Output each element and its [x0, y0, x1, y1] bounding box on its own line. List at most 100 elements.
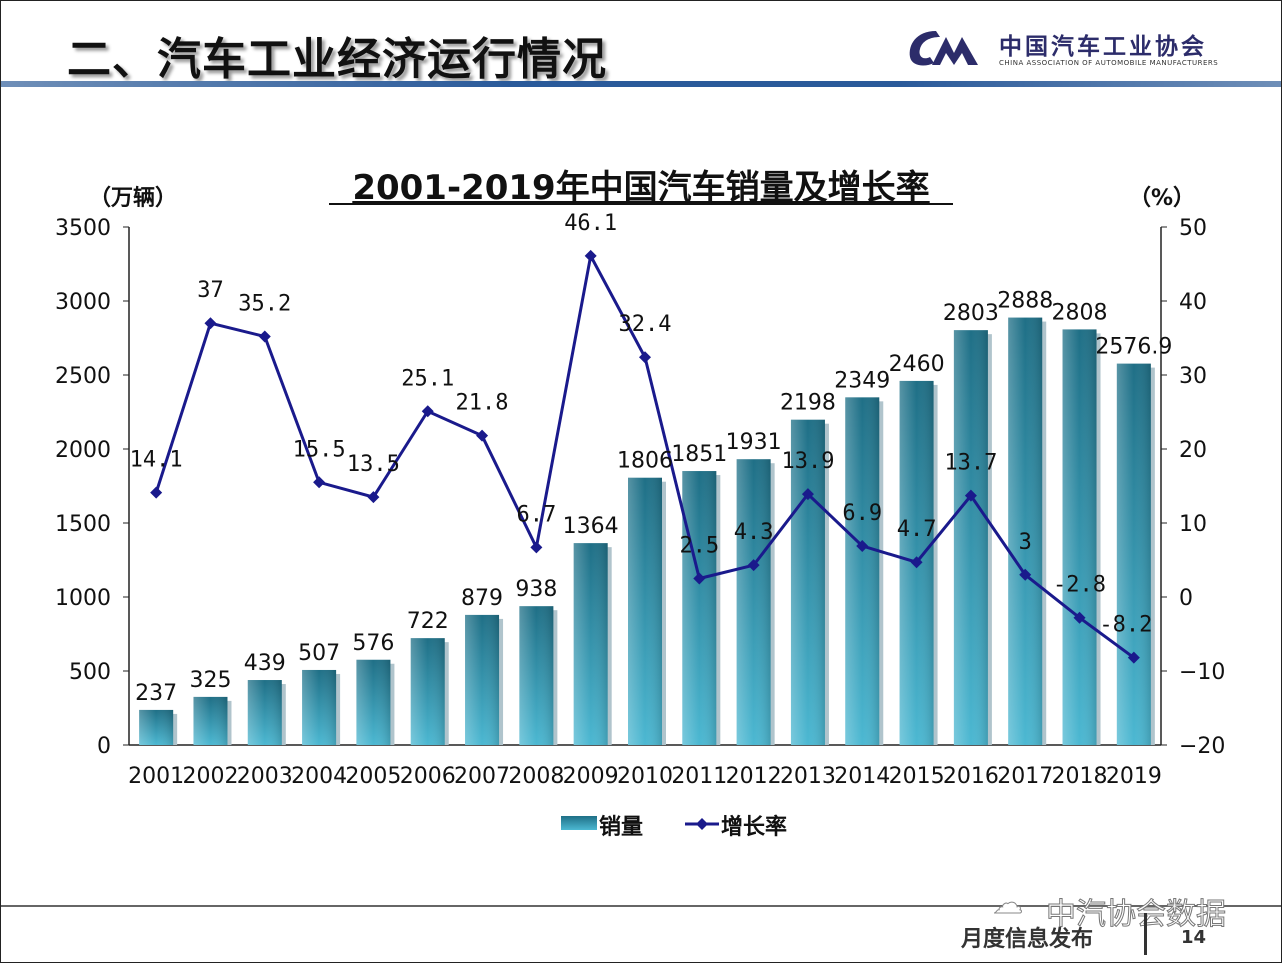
y-tick-label: 3500 [55, 216, 111, 241]
bar-highlight [519, 606, 554, 745]
growth-point [747, 559, 760, 572]
bar-data-label: 1364 [563, 514, 619, 539]
growth-data-label: -2.8 [1053, 573, 1106, 598]
x-tick-label: 2016 [943, 764, 999, 789]
growth-data-label: 6.9 [842, 501, 882, 526]
growth-point [856, 539, 869, 552]
x-tick-label: 2009 [563, 764, 619, 789]
x-tick-label: 2012 [726, 764, 782, 789]
bar-data-label: 325 [189, 668, 231, 693]
bar-data-label: 938 [515, 577, 557, 602]
x-tick-label: 2014 [834, 764, 890, 789]
bar-highlight [410, 638, 445, 745]
x-tick-label: 2007 [454, 764, 510, 789]
bar-highlight [682, 471, 717, 745]
bar-highlight [193, 696, 228, 745]
growth-point [476, 429, 489, 442]
bar-data-label: 2349 [834, 368, 890, 393]
bar-highlight [302, 669, 337, 745]
bar-highlight [356, 659, 391, 745]
bar-data-label: 2198 [780, 391, 836, 416]
bar-data-label: 2803 [943, 301, 999, 326]
footer-text: 月度信息发布 [961, 927, 1094, 952]
growth-data-label: 14.1 [130, 448, 183, 473]
growth-data-label: 4.3 [734, 520, 774, 545]
footer-separator [1144, 913, 1147, 955]
growth-data-label: 21.8 [456, 391, 509, 416]
org-name-cn: 中国汽车工业协会 [999, 34, 1207, 60]
y2-tick-label: 0 [1179, 586, 1193, 611]
y2-tick-label: −20 [1179, 734, 1225, 759]
y-tick-label: 2000 [55, 438, 111, 463]
y2-tick-label: 10 [1179, 512, 1207, 537]
chart-title: 2001-2019年中国汽车销量及增长率 [352, 168, 929, 208]
y2-axis-label: （%） [1129, 186, 1195, 211]
growth-data-label: 25.1 [401, 366, 454, 391]
legend-swatch-sales [561, 816, 597, 830]
org-name-en: CHINA ASSOCIATION OF AUTOMOBILE MANUFACT… [999, 59, 1219, 67]
growth-point [313, 476, 326, 489]
bar-highlight [1062, 329, 1097, 745]
y-tick-label: 1500 [55, 512, 111, 537]
growth-data-label: 32.4 [619, 312, 672, 337]
slide-title: 二、汽车工业经济运行情况 [67, 34, 607, 85]
header-divider [1, 81, 1281, 87]
bar-highlight [845, 397, 880, 745]
y2-tick-label: 20 [1179, 438, 1207, 463]
y-tick-label: 1000 [55, 586, 111, 611]
growth-data-label: 13.9 [781, 449, 834, 474]
growth-point [258, 330, 271, 343]
bar-highlight [736, 459, 771, 745]
bar-data-label: 1806 [617, 449, 673, 474]
growth-point [693, 572, 706, 585]
growth-data-label: 2.5 [679, 534, 719, 559]
growth-data-label: 35.2 [238, 292, 291, 317]
growth-data-label: 37 [197, 278, 224, 303]
x-tick-label: 2019 [1106, 764, 1162, 789]
bar-data-label: 507 [298, 641, 340, 666]
growth-point [801, 488, 814, 501]
growth-point [964, 489, 977, 502]
x-tick-label: 2017 [997, 764, 1053, 789]
bar-data-label: 576 [352, 631, 394, 656]
bar-highlight [628, 477, 662, 745]
x-tick-label: 2010 [617, 764, 673, 789]
growth-point [584, 249, 597, 262]
x-tick-label: 2001 [128, 764, 184, 789]
bar-highlight [790, 419, 825, 745]
x-tick-label: 2018 [1052, 764, 1108, 789]
cam-logo [909, 31, 978, 66]
growth-point [150, 486, 163, 499]
bar-data-label: 2888 [997, 289, 1053, 314]
growth-point [204, 317, 217, 330]
growth-point [1127, 651, 1140, 664]
bar-data-label: 722 [407, 609, 449, 634]
footer-divider [1, 905, 1281, 907]
x-tick-label: 2008 [508, 764, 564, 789]
page-number: 14 [1181, 927, 1207, 948]
growth-data-label: 4.7 [897, 517, 937, 542]
legend-label-growth: 增长率 [721, 814, 787, 840]
x-tick-label: 2011 [671, 764, 727, 789]
y-tick-label: 3000 [55, 290, 111, 315]
growth-point [530, 541, 543, 554]
x-tick-label: 2013 [780, 764, 836, 789]
y-axis-label: （万辆） [89, 185, 177, 211]
bar-data-label: 2460 [889, 352, 945, 377]
x-tick-label: 2006 [400, 764, 456, 789]
growth-data-label: 3 [1019, 530, 1032, 555]
bar-highlight [1116, 363, 1151, 745]
bar-highlight [465, 614, 500, 745]
legend-label-sales: 销量 [599, 815, 643, 840]
growth-point [367, 491, 380, 504]
y2-tick-label: 50 [1179, 216, 1207, 241]
y-tick-label: 2500 [55, 364, 111, 389]
growth-data-label: 6.7 [516, 502, 556, 527]
bar-data-label: 2576.9 [1095, 335, 1172, 360]
wechat-icon: ☁ [993, 886, 1024, 922]
y2-tick-label: −10 [1179, 660, 1225, 685]
growth-data-label: 13.7 [944, 451, 997, 476]
y2-tick-label: 30 [1179, 364, 1207, 389]
bar-highlight [247, 680, 282, 745]
